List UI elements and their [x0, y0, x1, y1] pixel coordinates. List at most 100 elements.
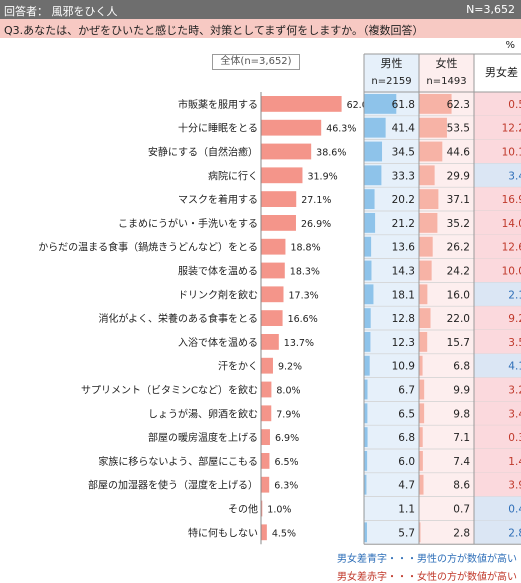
male-bar [364, 308, 371, 328]
male-value-label: 1.1 [398, 504, 415, 516]
male-value-label: 13.6 [392, 242, 416, 254]
female-value-label: 62.3 [447, 99, 470, 111]
overall-value-label: 18.3% [290, 267, 320, 278]
male-value-label: 6.0 [398, 456, 415, 468]
overall-bar [261, 262, 285, 279]
overall-value-label: 1.0% [267, 505, 291, 516]
overall-value-label: 7.9% [276, 409, 300, 420]
diff-value-label: 10.0 [502, 266, 521, 278]
diff-cell [474, 139, 521, 164]
female-value-label: 0.7 [453, 504, 470, 516]
male-bar [364, 403, 368, 424]
category-label: その他 [228, 503, 258, 516]
diff-value-label: 2.1 [508, 289, 521, 301]
overall-value-label: 6.3% [274, 481, 298, 492]
overall-bar [261, 96, 342, 112]
male-value-label: 12.3 [392, 337, 415, 349]
male-bar [364, 94, 397, 114]
female-bar [419, 451, 423, 471]
male-bar [364, 427, 368, 447]
female-bar [419, 522, 421, 543]
overall-bar [261, 524, 267, 541]
category-label: 病院に行く [208, 169, 258, 182]
category-label: こまめにうがい・手洗いをする [118, 217, 258, 230]
female-value-label: 8.6 [453, 480, 470, 492]
overall-bar [261, 381, 272, 398]
female-bar [419, 403, 425, 424]
male-value-label: 6.7 [398, 385, 415, 397]
category-label: ドリンク剤を飲む [178, 288, 258, 301]
female-value-label: 7.1 [453, 432, 470, 444]
female-value-label: 16.0 [447, 289, 470, 301]
male-bar [364, 522, 367, 543]
female-value-label: 9.8 [453, 408, 470, 420]
category-label: 服装で体を温める [178, 265, 258, 278]
male-value-label: 10.9 [392, 361, 415, 373]
diff-cell [474, 496, 521, 521]
diff-cell [474, 401, 521, 426]
female-bar [419, 260, 432, 281]
diff-value-label: 1.4 [508, 456, 521, 468]
question-bar: Q3.あなたは、かぜをひいたと感じた時、対策としてまず何をしますか。（複数回答） [0, 19, 521, 38]
female-value-label: 6.8 [453, 361, 470, 373]
diff-cell [474, 234, 521, 259]
overall-value-label: 8.0% [276, 386, 300, 397]
male-value-label: 18.1 [392, 289, 415, 301]
diff-cell [474, 163, 521, 188]
female-value-label: 22.0 [447, 313, 470, 325]
female-value-label: 15.7 [447, 337, 470, 349]
female-bar [419, 94, 452, 114]
category-label: 入浴で体を温める [178, 337, 258, 349]
overall-bar [261, 238, 286, 255]
female-value-label: 29.9 [447, 170, 470, 182]
female-bar [419, 213, 438, 233]
male-bar [364, 117, 386, 138]
overall-bar [261, 119, 322, 136]
overall-bar [261, 191, 297, 207]
female-bar [419, 427, 423, 447]
category-label: しょうが湯、卵酒を飲む [148, 407, 258, 420]
overall-value-label: 9.2% [278, 362, 302, 373]
male-bar [364, 355, 370, 376]
female-value-label: 24.2 [447, 266, 470, 278]
diff-value-label: 9.2 [508, 313, 521, 325]
question-text: Q3.あなたは、かぜをひいたと感じた時、対策としてまず何をしますか。（複数回答） [4, 24, 424, 37]
overall-bar [261, 215, 296, 231]
male-value-label: 61.8 [392, 99, 415, 111]
male-value-label: 14.3 [392, 266, 415, 278]
male-bar [364, 379, 368, 400]
category-label: 汗をかく [218, 360, 258, 373]
overall-bar [261, 310, 283, 326]
category-label: 十分に睡眠をとる [178, 122, 258, 135]
footnote-blue: 男女差青字・・・男性の方が数値が高い [337, 554, 517, 565]
overall-value-label: 46.3% [326, 124, 356, 135]
male-bar [364, 474, 367, 495]
diff-value-label: 2.8 [508, 527, 521, 539]
male-bar [364, 213, 376, 233]
diff-value-label: 3.4 [508, 170, 521, 182]
overall-value-label: 17.3% [288, 290, 318, 301]
female-bar [419, 284, 428, 305]
female-bar [419, 236, 433, 257]
diff-value-label: 16.9 [502, 194, 521, 206]
male-value-label: 20.2 [392, 194, 415, 206]
diff-cell [474, 187, 521, 211]
female-bar [419, 379, 425, 400]
female-value-label: 53.5 [447, 123, 470, 135]
male-n-label: n=2159 [371, 76, 411, 87]
total-n: N=3,652 [466, 3, 515, 16]
category-label: 部屋の暖房温度を上げる [148, 431, 258, 444]
diff-cell [474, 472, 521, 497]
male-value-label: 33.3 [392, 170, 415, 182]
overall-value-label: 13.7% [284, 338, 314, 349]
male-bar [364, 165, 382, 186]
diff-value-label: 10.1 [502, 147, 521, 159]
diff-cell [474, 282, 521, 307]
diff-value-label: 3.2 [508, 385, 521, 397]
overall-bar [261, 500, 263, 517]
female-value-label: 26.2 [447, 242, 470, 254]
male-value-label: 4.7 [398, 480, 415, 492]
female-bar [419, 332, 428, 352]
overall-value-label: 16.6% [288, 314, 318, 325]
